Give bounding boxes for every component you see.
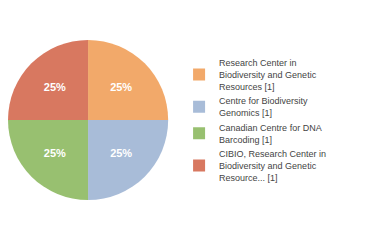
svg-text:25%: 25%	[110, 147, 132, 159]
svg-text:Research Center inBiodiversity: Research Center inBiodiversity and Genet…	[219, 58, 317, 91]
svg-text:Canadian Centre for DNABarcodi: Canadian Centre for DNABarcoding [1]	[219, 123, 322, 145]
svg-text:Centre for BiodiversityGenomic: Centre for BiodiversityGenomics [1]	[219, 96, 308, 118]
svg-text:CIBIO, Research Center inBiodi: CIBIO, Research Center inBiodiversity an…	[219, 149, 326, 182]
svg-text:25%: 25%	[110, 81, 132, 93]
svg-text:25%: 25%	[44, 81, 66, 93]
svg-text:25%: 25%	[44, 147, 66, 159]
